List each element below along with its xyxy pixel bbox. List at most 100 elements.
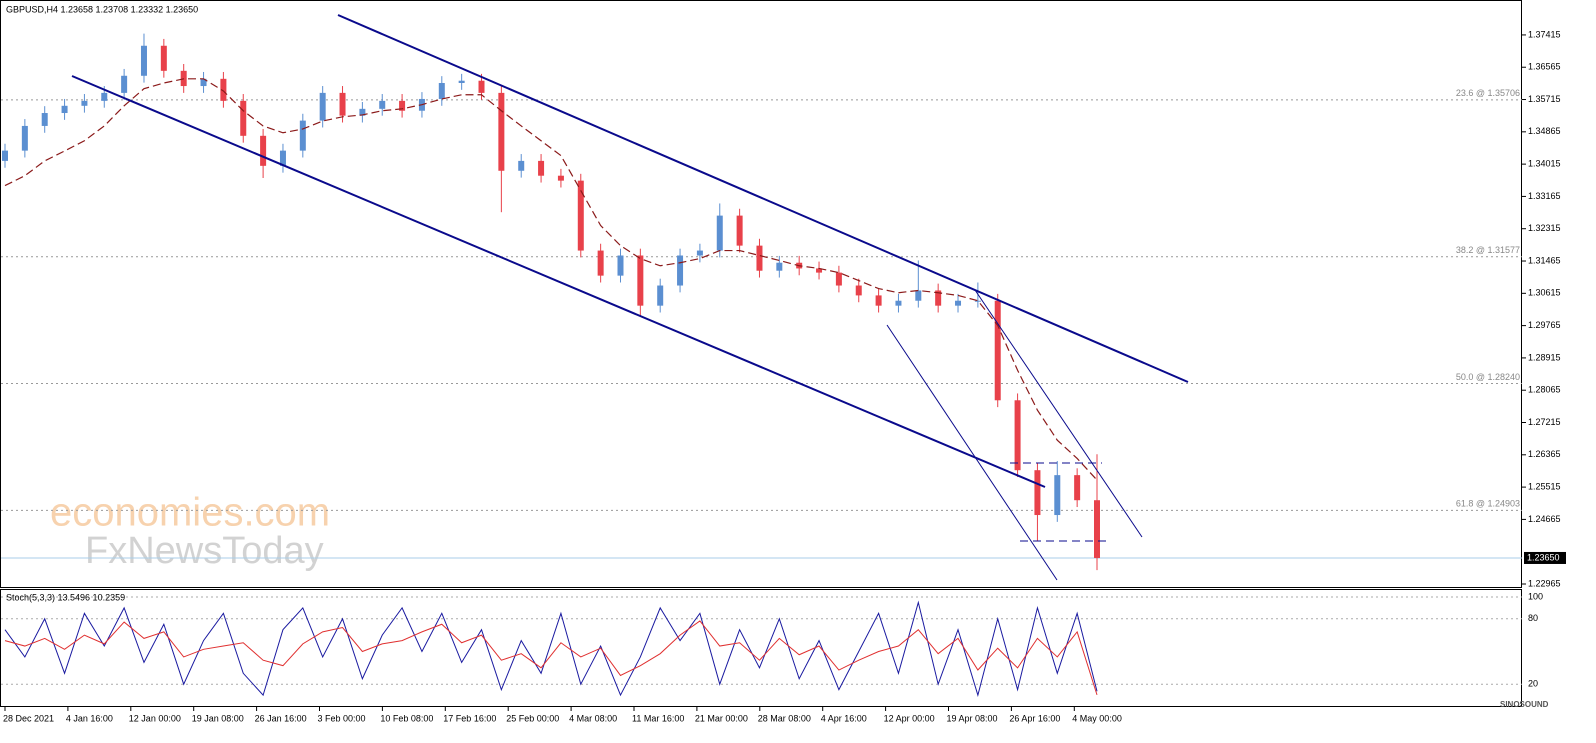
last-price-box xyxy=(1524,551,1566,564)
candle-body xyxy=(160,45,167,71)
candle-body xyxy=(81,100,88,106)
candle-body xyxy=(577,180,584,251)
candle-body xyxy=(736,215,743,246)
candle-body xyxy=(657,285,664,306)
watermark-subbrand: FxNewsToday xyxy=(85,530,324,572)
y-tick-label: 1.28065 xyxy=(1528,385,1561,395)
x-tick-label: 28 Mar 08:00 xyxy=(758,713,811,723)
candle-body xyxy=(260,135,267,166)
x-tick-label: 10 Feb 08:00 xyxy=(380,713,433,723)
candle-body xyxy=(756,245,763,271)
candle-body xyxy=(61,105,68,114)
y-tick-label: 1.35715 xyxy=(1528,94,1561,104)
y-tick-label: 1.25515 xyxy=(1528,481,1561,491)
y-tick-label: 1.27215 xyxy=(1528,417,1561,427)
wedge-lower xyxy=(886,324,1058,581)
candle-body xyxy=(1074,475,1081,501)
x-tick-label: 4 May 00:00 xyxy=(1072,713,1122,723)
y-tick-label: 1.30615 xyxy=(1528,288,1561,298)
candle-body xyxy=(935,290,942,306)
candle-body xyxy=(696,250,703,256)
x-tick-label: 25 Feb 00:00 xyxy=(506,713,559,723)
candle-body xyxy=(1014,400,1021,471)
candle-body xyxy=(458,80,465,83)
candle-body xyxy=(637,255,644,306)
candle-body xyxy=(677,255,684,286)
candle-body xyxy=(339,92,346,116)
channel-lower xyxy=(71,75,1046,488)
candle-body xyxy=(379,100,386,109)
candle-body xyxy=(538,160,545,176)
candle-body xyxy=(478,80,485,93)
candle-body xyxy=(776,262,783,271)
stoch-tick-label: 80 xyxy=(1528,613,1538,623)
last-price-label: 1.23650 xyxy=(1527,552,1560,562)
candle-body xyxy=(895,300,902,306)
y-tick-label: 1.26365 xyxy=(1528,449,1561,459)
channel-upper xyxy=(337,14,1189,383)
candle-body xyxy=(994,300,1001,401)
x-tick-label: 11 Mar 16:00 xyxy=(632,713,684,723)
candle-body xyxy=(617,255,624,276)
candle-body xyxy=(121,75,128,93)
candle-body xyxy=(716,215,723,251)
stoch-title: Stoch(5,3,3) 13.5496 10.2359 xyxy=(6,592,125,602)
y-tick-label: 1.33165 xyxy=(1528,191,1561,201)
stoch-tick-label: 100 xyxy=(1528,591,1543,601)
x-tick-label: 3 Feb 00:00 xyxy=(318,713,366,723)
y-tick-label: 1.31465 xyxy=(1528,255,1561,265)
candle-body xyxy=(498,92,505,171)
candle-body xyxy=(359,108,366,116)
candle-body xyxy=(240,100,247,136)
moving-average xyxy=(4,78,1098,481)
candle-body xyxy=(974,300,981,302)
candle-body xyxy=(200,78,207,87)
candle-body xyxy=(955,300,962,306)
candle-body xyxy=(101,92,108,101)
y-tick-label: 1.22965 xyxy=(1528,578,1561,588)
x-tick-label: 26 Apr 16:00 xyxy=(1009,713,1060,723)
candle-body xyxy=(1094,500,1100,558)
candle-body xyxy=(21,125,28,151)
y-tick-label: 1.34865 xyxy=(1528,126,1561,136)
x-tick-label: 4 Jan 16:00 xyxy=(66,713,113,723)
stoch-line xyxy=(4,620,1098,696)
y-tick-label: 1.32315 xyxy=(1528,223,1561,233)
stoch-panel xyxy=(0,589,1522,707)
fib-label: 38.2 @ 1.31577 xyxy=(1456,245,1520,255)
y-tick-label: 1.36565 xyxy=(1528,62,1561,72)
x-tick-label: 4 Mar 08:00 xyxy=(569,713,617,723)
candle-body xyxy=(220,78,227,101)
candle-body xyxy=(855,285,862,296)
price-panel xyxy=(0,0,1522,588)
candle-body xyxy=(299,120,306,151)
candle-body xyxy=(597,250,604,276)
fib-label: 50.0 @ 1.28240 xyxy=(1456,372,1520,382)
candle-body xyxy=(2,150,8,161)
candle-body xyxy=(438,82,445,99)
candle-body xyxy=(140,45,147,76)
candle-body xyxy=(1054,475,1061,516)
x-tick-label: 19 Apr 08:00 xyxy=(947,713,998,723)
candle-body xyxy=(319,92,326,121)
candle-body xyxy=(557,175,564,181)
candle-body xyxy=(399,100,406,111)
y-tick-label: 1.37415 xyxy=(1528,29,1561,39)
candle-body xyxy=(279,150,286,166)
x-tick-label: 17 Feb 16:00 xyxy=(443,713,496,723)
candle-body xyxy=(875,295,882,306)
watermark-brand: economies.com xyxy=(50,491,330,535)
y-tick-label: 1.29765 xyxy=(1528,320,1561,330)
y-tick-label: 1.34015 xyxy=(1528,158,1561,168)
watermark-logo: SINOSOUND xyxy=(1500,700,1549,709)
candle-body xyxy=(816,268,823,273)
x-tick-label: 21 Mar 00:00 xyxy=(695,713,748,723)
wedge-upper xyxy=(974,289,1143,538)
x-tick-label: 12 Jan 00:00 xyxy=(129,713,181,723)
candle-body xyxy=(518,160,525,171)
y-tick-label: 1.28915 xyxy=(1528,352,1561,362)
stoch-line xyxy=(4,600,1098,697)
x-tick-label: 19 Jan 08:00 xyxy=(192,713,244,723)
x-tick-label: 12 Apr 00:00 xyxy=(884,713,935,723)
